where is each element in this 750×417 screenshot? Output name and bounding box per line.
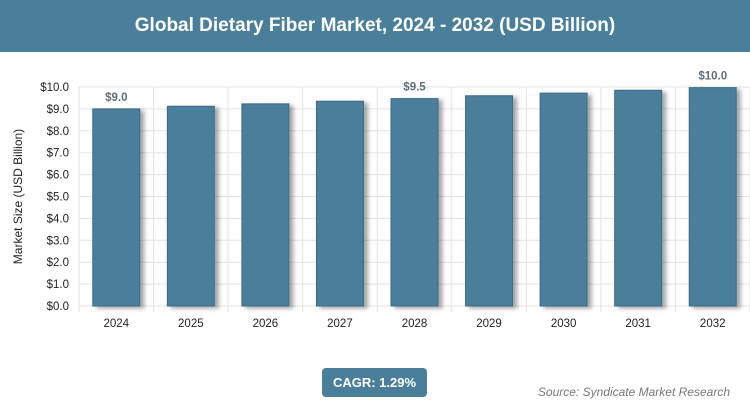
bar xyxy=(315,100,364,307)
x-tick-label: 2028 xyxy=(402,318,428,330)
bar xyxy=(92,108,141,307)
x-tick-label: 2027 xyxy=(327,318,353,330)
y-tick-label: $8.0 xyxy=(47,126,69,138)
bar xyxy=(166,105,215,307)
chart-title: Global Dietary Fiber Market, 2024 - 2032… xyxy=(0,0,750,52)
y-tick-label: $2.0 xyxy=(47,257,69,269)
x-tick-label: 2029 xyxy=(476,318,502,330)
x-tick-label: 2031 xyxy=(625,318,651,330)
y-axis-label: Market Size (USD Billion) xyxy=(11,129,25,264)
x-tick-label: 2025 xyxy=(178,318,204,330)
y-tick-label: $7.0 xyxy=(47,148,69,160)
y-tick-label: $0.0 xyxy=(47,301,69,313)
bar xyxy=(390,98,439,307)
y-tick-label: $3.0 xyxy=(47,235,69,247)
data-label: $9.0 xyxy=(105,92,127,104)
data-label: $9.5 xyxy=(403,82,426,94)
y-tick-label: $1.0 xyxy=(47,279,69,291)
x-tick-label: 2026 xyxy=(253,318,279,330)
y-tick-label: $10.0 xyxy=(40,82,69,94)
source-note: Source: Syndicate Market Research xyxy=(537,385,730,399)
bar xyxy=(614,89,663,307)
bar xyxy=(465,95,514,307)
y-tick-label: $9.0 xyxy=(47,104,69,116)
bar xyxy=(539,92,588,307)
y-tick-label: $4.0 xyxy=(47,213,69,225)
cagr-badge: CAGR: 1.29% xyxy=(322,368,427,397)
bar xyxy=(241,103,290,307)
y-tick-label: $5.0 xyxy=(47,192,69,204)
y-tick-label: $6.0 xyxy=(47,170,69,182)
x-tick-label: 2024 xyxy=(103,318,129,330)
x-tick-label: 2030 xyxy=(551,318,577,330)
bar xyxy=(688,87,737,307)
x-tick-label: 2032 xyxy=(700,318,726,330)
data-label: $10.0 xyxy=(698,71,727,83)
